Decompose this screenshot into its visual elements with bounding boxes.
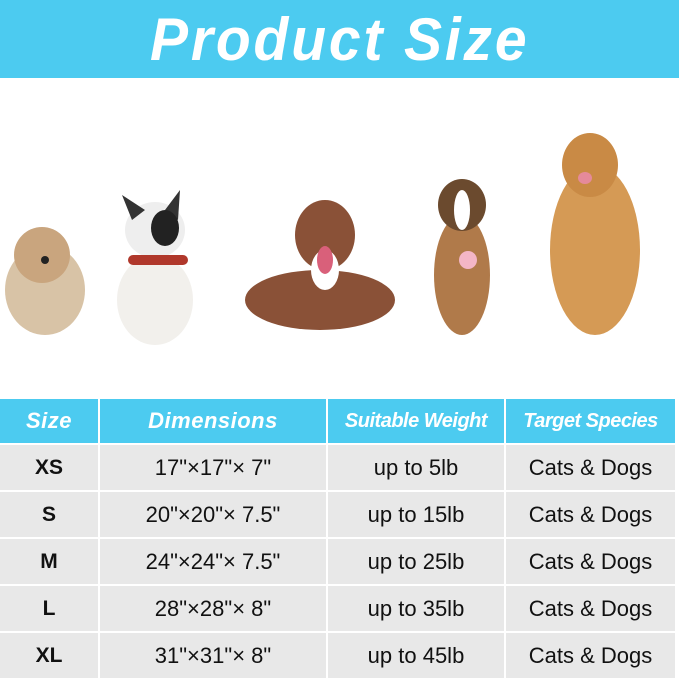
header-weight: Suitable Weight [328,399,504,443]
cell-species: Cats & Dogs [506,633,675,678]
cell-weight: up to 15lb [328,492,504,537]
table-row: L 28"×28"× 8" up to 35lb Cats & Dogs [0,586,675,631]
cell-weight: up to 5lb [328,445,504,490]
cell-species: Cats & Dogs [506,586,675,631]
cell-species: Cats & Dogs [506,492,675,537]
australian-shepherd-dog [434,179,490,335]
table-row: XS 17"×17"× 7" up to 5lb Cats & Dogs [0,445,675,490]
cell-dimensions: 24"×24"× 7.5" [100,539,326,584]
cell-size: M [0,539,98,584]
dogs-illustration [5,133,640,345]
header-dimensions: Dimensions [100,399,326,443]
cell-species: Cats & Dogs [506,539,675,584]
title-banner: Product Size [0,0,679,78]
cell-weight: up to 25lb [328,539,504,584]
header-size: Size [0,399,98,443]
table-row: M 24"×24"× 7.5" up to 25lb Cats & Dogs [0,539,675,584]
cell-species: Cats & Dogs [506,445,675,490]
cell-size: XS [0,445,98,490]
table-header-row: Size Dimensions Suitable Weight Target S… [0,399,675,443]
cell-dimensions: 31"×31"× 8" [100,633,326,678]
page-title: Product Size [149,5,530,73]
french-bulldog [117,190,193,345]
havanese-dog [5,227,85,335]
cell-size: S [0,492,98,537]
cell-dimensions: 28"×28"× 8" [100,586,326,631]
cell-dimensions: 20"×20"× 7.5" [100,492,326,537]
cell-dimensions: 17"×17"× 7" [100,445,326,490]
size-table: Size Dimensions Suitable Weight Target S… [0,397,677,680]
table-row: XL 31"×31"× 8" up to 45lb Cats & Dogs [0,633,675,678]
cell-weight: up to 35lb [328,586,504,631]
pitbull-dog [245,200,395,330]
cell-size: L [0,586,98,631]
cell-weight: up to 45lb [328,633,504,678]
table-row: S 20"×20"× 7.5" up to 15lb Cats & Dogs [0,492,675,537]
header-species: Target Species [506,399,675,443]
cell-size: XL [0,633,98,678]
golden-retriever-dog [550,133,640,335]
